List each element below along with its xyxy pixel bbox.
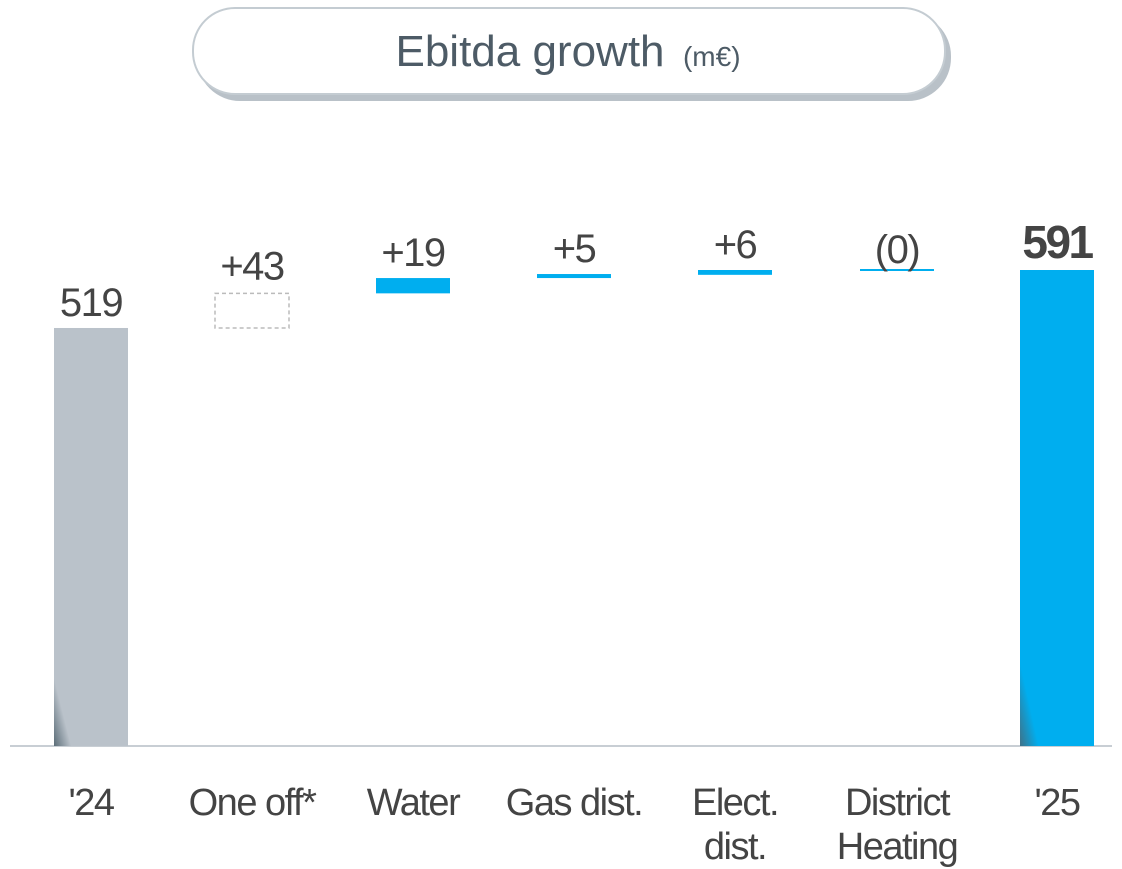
title-pill [192,7,946,95]
value-label-0: 519 [60,281,122,325]
category-label-4: Elect. dist. [692,782,778,868]
category-label-1: One off* [189,782,317,824]
value-label-2: +19 [381,231,445,275]
bar-0 [54,327,128,746]
category-label-line: '25 [1034,782,1079,824]
bar-1 [214,292,290,329]
value-label-3: +5 [553,227,596,271]
category-label-5: District Heating [837,782,957,868]
value-label-4: +6 [714,223,757,267]
category-label-line: One off* [189,782,317,824]
category-label-3: Gas dist. [506,782,642,824]
title-main-text: Ebitda growth [395,27,664,76]
bar-6 [1020,270,1094,746]
category-label-line: Gas dist. [506,782,642,824]
value-label-6: 591 [1022,216,1093,268]
value-labels-group: 519 +43 +19 +5 +6 (0) 591 [60,216,1096,325]
category-label-0: '24 [68,782,114,824]
value-label-5: (0) [875,228,919,272]
category-label-line: District [845,782,951,824]
value-label-1: +43 [220,244,284,288]
bar-5 [860,269,934,271]
title-unit-text: (m€) [683,41,741,72]
bar-4 [698,270,772,275]
category-label-line: Heating [837,826,957,868]
bars-group [54,269,1094,746]
title-text: Ebitda growth (m€) [395,27,740,76]
category-labels-group: '24 One off* Water Gas dist. Elect. dist. Dist… [68,782,1081,868]
category-label-line: '24 [68,782,114,824]
category-label-6: '25 [1034,782,1079,824]
category-label-2: Water [367,782,461,824]
category-label-line: dist. [704,826,766,868]
bar-2 [376,278,450,294]
category-label-line: Water [367,782,461,824]
chart-title: Ebitda growth (m€) [192,7,946,95]
bar-3 [537,274,611,279]
category-label-line: Elect. [692,782,778,824]
